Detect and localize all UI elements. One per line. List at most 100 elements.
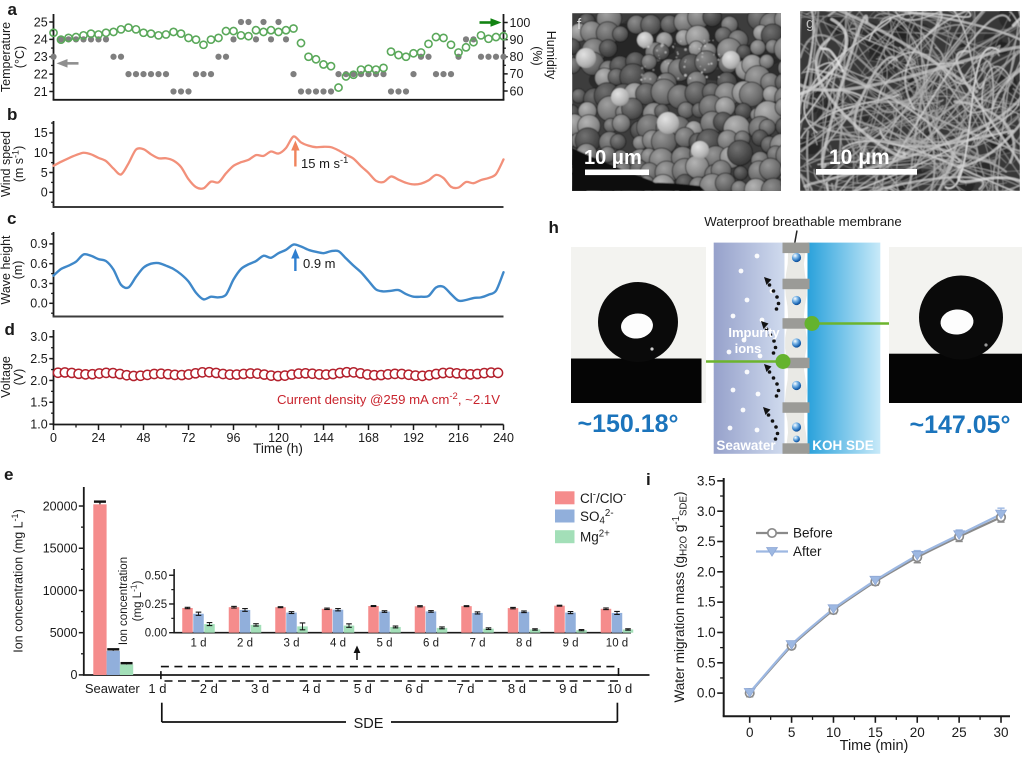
- humidity-point: [394, 50, 403, 60]
- h-membrane-block: [782, 318, 810, 329]
- h-bounce-dash: [774, 425, 778, 429]
- panel-letter-h: h: [549, 218, 559, 237]
- tick-label: 25: [952, 725, 967, 740]
- a-ylabel-left-2: (°C): [13, 46, 27, 68]
- e-inset-bar: [286, 612, 297, 633]
- sem-g-fiber: [803, 17, 892, 134]
- a-ylabel-right-1: Humidity: [544, 31, 558, 80]
- sem-g-fiber: [955, 50, 1020, 165]
- tick-label: 144: [313, 431, 334, 445]
- h-title: Waterproof breathable membrane: [704, 214, 901, 229]
- h-right-photo-substrate: [889, 353, 1022, 403]
- legend-label: SO42-: [580, 508, 614, 527]
- e-inset-bar: [622, 629, 634, 633]
- sem-f-sphere: [620, 97, 644, 121]
- sem-g-fiber: [882, 68, 1020, 191]
- sem-g-fiber: [981, 65, 1012, 140]
- sem-g-fiber: [901, 21, 940, 87]
- sem-f-bright-sphere: [722, 51, 740, 69]
- temperature-point: [335, 71, 342, 78]
- sem-g-fiber: [894, 11, 943, 21]
- e-up-arrowhead: [353, 645, 361, 653]
- temperature-point: [500, 53, 507, 60]
- b-ylabel-2: (m s-1): [10, 146, 26, 183]
- voltage-point: [492, 367, 504, 379]
- h-bounce-dash: [776, 301, 781, 306]
- humidity-point: [334, 83, 343, 92]
- a-ylabel-left-1: Temperature: [0, 22, 13, 92]
- tick-label: 30: [993, 725, 1008, 740]
- legend-swatch: [555, 530, 575, 544]
- h-bounce-dash: [770, 419, 775, 423]
- tick-label: 3.0: [30, 330, 47, 344]
- h-water-droplet: [791, 422, 802, 432]
- humidity-point: [491, 32, 501, 42]
- temperature-point: [245, 18, 252, 26]
- sem-g-fiber: [858, 11, 909, 157]
- h-membrane-block: [782, 242, 810, 254]
- sem-g-fiber: [852, 101, 1020, 191]
- panel-letter-e: e: [4, 465, 13, 484]
- h-bounce-dash: [766, 413, 771, 417]
- e-category-label: 6 d: [405, 681, 423, 696]
- humidity-point: [349, 70, 358, 80]
- temperature-point: [155, 71, 162, 78]
- e-inset-bar: [554, 605, 565, 633]
- d-ylabel-2: (V): [12, 369, 26, 386]
- sem-g-fiber: [834, 46, 1020, 191]
- a-ticklabel-right: 90: [510, 33, 524, 47]
- plot-e-inset: 0.00 0.25 0.50 1 d 2 d 3 d 4 d 5 d 6 d 7 d 8 d 9 d 1…: [145, 569, 634, 650]
- i-marker-after: [869, 575, 882, 586]
- tick-label: 0: [41, 186, 48, 200]
- panel-letter-c: c: [7, 209, 16, 228]
- h-bounce-dash: [767, 283, 772, 287]
- sem-f-sphere: [598, 39, 618, 58]
- temperature-point: [492, 53, 500, 60]
- tick-label: 192: [403, 431, 424, 445]
- sem-g-fiber: [806, 90, 867, 163]
- sem-f-speck: [689, 77, 692, 80]
- sem-g-fiber: [800, 11, 958, 99]
- humidity-point: [199, 40, 208, 50]
- schematic-h: [571, 230, 1022, 454]
- sem-g-fiber: [892, 14, 1011, 162]
- tick-label: 48: [137, 431, 151, 445]
- sem-g-fiber: [836, 11, 979, 94]
- panel-letter-b: b: [7, 105, 17, 124]
- sem-f-speck: [664, 51, 667, 54]
- legend-label: Cl-/ClO-: [580, 490, 626, 506]
- sem-f-sphere: [780, 178, 781, 186]
- sem-g-fiber: [1009, 11, 1020, 29]
- h-seawater-region: [713, 242, 785, 454]
- tick-label: 10000: [43, 584, 78, 598]
- sem-g-fiber: [867, 158, 937, 191]
- humidity-point: [454, 48, 463, 57]
- tick-label: 0.50: [145, 570, 167, 582]
- sem-f-sphere: [640, 53, 658, 71]
- sem-f-sphere: [774, 73, 781, 92]
- humidity-point: [101, 28, 111, 38]
- tick-label: 10: [826, 725, 841, 740]
- plot-c-annotation-arrowhead: [291, 248, 300, 259]
- e-inset-bar: [565, 612, 576, 633]
- scalebar-g-label: 10 μm: [829, 146, 890, 169]
- sem-g-fiber: [800, 17, 849, 96]
- d-xlabel: Time (h): [253, 441, 303, 456]
- e-inset-bar: [425, 611, 437, 633]
- temperature-point: [177, 88, 185, 95]
- tick-label: 0.3: [30, 277, 47, 291]
- e-inset-bar: [576, 630, 587, 633]
- i-line-after: [748, 513, 1002, 694]
- humidity-point: [139, 28, 148, 38]
- temperature-point: [350, 71, 357, 78]
- sem-f-bright-sphere: [657, 112, 679, 134]
- a-ticklabel-left: 23: [34, 50, 48, 64]
- e-inset-category-label: 6 d: [423, 638, 439, 650]
- sem-g-fiber: [813, 99, 944, 126]
- sem-f-bright-sphere: [576, 48, 596, 68]
- h-impurity-ion-dot: [755, 391, 761, 397]
- legend-swatch: [555, 491, 575, 505]
- sem-f-sphere: [779, 165, 781, 176]
- sem-f-speck: [701, 55, 704, 58]
- h-right-photo-reflection: [940, 309, 974, 335]
